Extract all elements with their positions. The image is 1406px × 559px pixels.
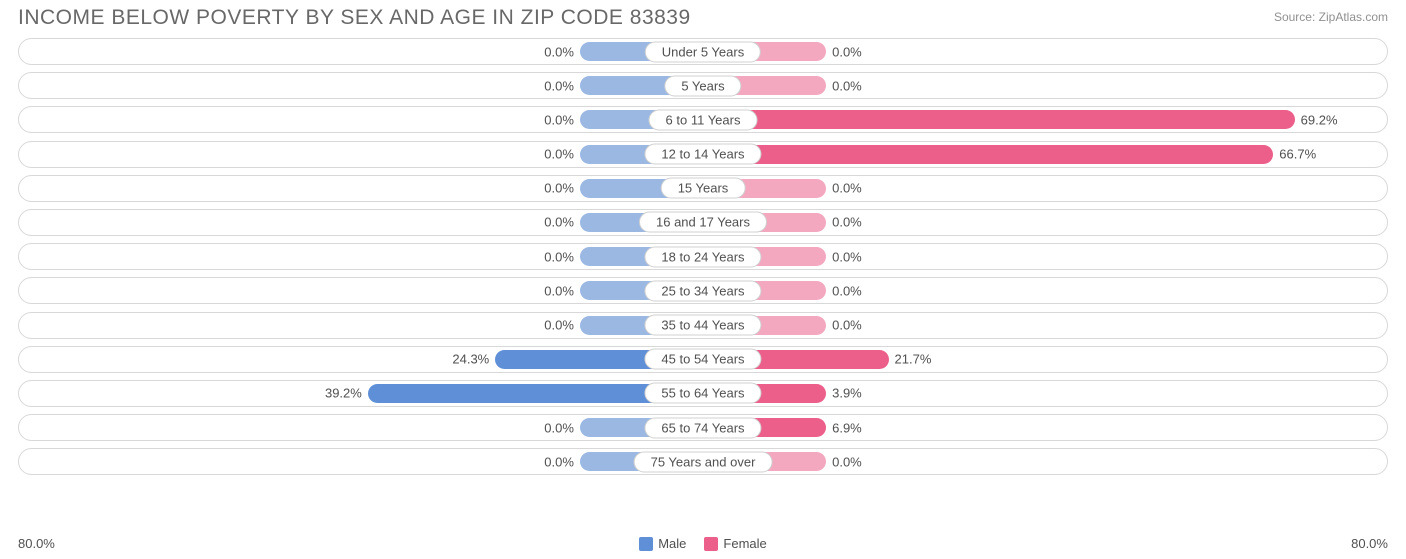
value-label-female: 69.2% bbox=[1301, 112, 1338, 127]
legend-item-male: Male bbox=[639, 536, 686, 551]
value-label-female: 21.7% bbox=[895, 352, 932, 367]
value-label-male: 0.0% bbox=[544, 420, 574, 435]
row-age-label: 75 Years and over bbox=[634, 451, 773, 472]
row-age-label: 55 to 64 Years bbox=[644, 383, 761, 404]
chart-row: 35 to 44 Years 0.0% 0.0% bbox=[18, 312, 1388, 339]
chart-header: INCOME BELOW POVERTY BY SEX AND AGE IN Z… bbox=[0, 0, 1406, 30]
chart-row: 5 Years 0.0% 0.0% bbox=[18, 72, 1388, 99]
legend-swatch-male bbox=[639, 537, 653, 551]
value-label-female: 0.0% bbox=[832, 454, 862, 469]
chart-row: 45 to 54 Years 24.3% 21.7% bbox=[18, 346, 1388, 373]
value-label-male: 0.0% bbox=[544, 181, 574, 196]
value-label-male: 0.0% bbox=[544, 283, 574, 298]
row-age-label: 35 to 44 Years bbox=[644, 315, 761, 336]
chart-row: 65 to 74 Years 0.0% 6.9% bbox=[18, 414, 1388, 441]
value-label-male: 0.0% bbox=[544, 318, 574, 333]
chart-row: 18 to 24 Years 0.0% 0.0% bbox=[18, 243, 1388, 270]
value-label-male: 0.0% bbox=[544, 249, 574, 264]
row-age-label: 6 to 11 Years bbox=[649, 109, 758, 130]
row-age-label: 15 Years bbox=[661, 178, 746, 199]
bar-female bbox=[703, 110, 1295, 129]
value-label-female: 0.0% bbox=[832, 44, 862, 59]
row-age-label: 5 Years bbox=[664, 75, 741, 96]
chart-footer: 80.0% Male Female 80.0% bbox=[18, 536, 1388, 551]
value-label-male: 0.0% bbox=[544, 44, 574, 59]
value-label-male: 0.0% bbox=[544, 112, 574, 127]
axis-max-right: 80.0% bbox=[1351, 536, 1388, 551]
bar-female bbox=[703, 145, 1273, 164]
row-age-label: 65 to 74 Years bbox=[644, 417, 761, 438]
row-age-label: 12 to 14 Years bbox=[644, 144, 761, 165]
chart-row: 6 to 11 Years 0.0% 69.2% bbox=[18, 106, 1388, 133]
value-label-female: 0.0% bbox=[832, 318, 862, 333]
legend-label-male: Male bbox=[658, 536, 686, 551]
value-label-female: 0.0% bbox=[832, 181, 862, 196]
row-age-label: 45 to 54 Years bbox=[644, 349, 761, 370]
chart-row: 16 and 17 Years 0.0% 0.0% bbox=[18, 209, 1388, 236]
legend-label-female: Female bbox=[723, 536, 766, 551]
value-label-male: 0.0% bbox=[544, 215, 574, 230]
row-age-label: 18 to 24 Years bbox=[644, 246, 761, 267]
legend-item-female: Female bbox=[704, 536, 766, 551]
value-label-female: 0.0% bbox=[832, 215, 862, 230]
chart-source: Source: ZipAtlas.com bbox=[1274, 6, 1388, 24]
value-label-male: 0.0% bbox=[544, 147, 574, 162]
value-label-female: 0.0% bbox=[832, 249, 862, 264]
row-age-label: Under 5 Years bbox=[645, 41, 761, 62]
chart-row: Under 5 Years 0.0% 0.0% bbox=[18, 38, 1388, 65]
chart-row: 15 Years 0.0% 0.0% bbox=[18, 175, 1388, 202]
value-label-female: 3.9% bbox=[832, 386, 862, 401]
chart-area: Under 5 Years0.0%0.0%5 Years0.0%0.0%6 to… bbox=[0, 30, 1406, 475]
chart-row: 55 to 64 Years 39.2% 3.9% bbox=[18, 380, 1388, 407]
value-label-female: 0.0% bbox=[832, 78, 862, 93]
row-age-label: 16 and 17 Years bbox=[639, 212, 767, 233]
chart-row: 25 to 34 Years 0.0% 0.0% bbox=[18, 277, 1388, 304]
value-label-female: 66.7% bbox=[1279, 147, 1316, 162]
value-label-male: 0.0% bbox=[544, 454, 574, 469]
chart-title: INCOME BELOW POVERTY BY SEX AND AGE IN Z… bbox=[18, 6, 691, 30]
chart-row: 12 to 14 Years 0.0% 66.7% bbox=[18, 141, 1388, 168]
row-age-label: 25 to 34 Years bbox=[644, 280, 761, 301]
value-label-female: 6.9% bbox=[832, 420, 862, 435]
legend-swatch-female bbox=[704, 537, 718, 551]
axis-max-left: 80.0% bbox=[18, 536, 55, 551]
legend: Male Female bbox=[639, 536, 767, 551]
chart-row: 75 Years and over 0.0% 0.0% bbox=[18, 448, 1388, 475]
value-label-male: 39.2% bbox=[325, 386, 362, 401]
value-label-male: 24.3% bbox=[452, 352, 489, 367]
value-label-female: 0.0% bbox=[832, 283, 862, 298]
value-label-male: 0.0% bbox=[544, 78, 574, 93]
